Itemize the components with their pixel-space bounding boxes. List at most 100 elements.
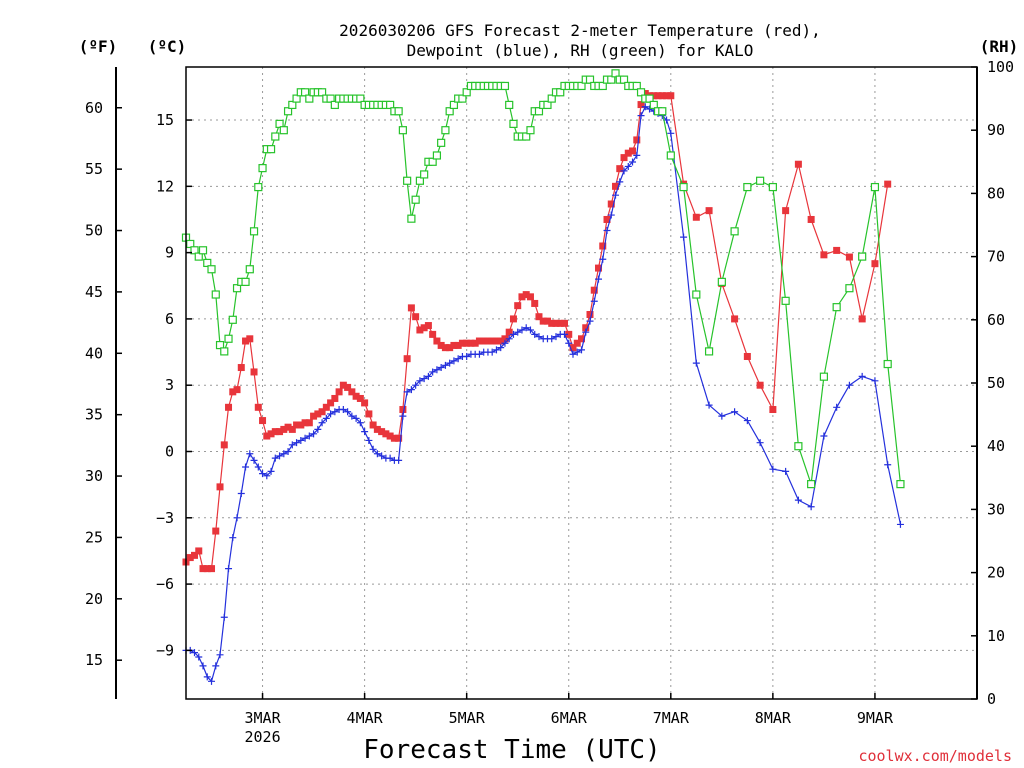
rh-point (526, 126, 535, 135)
temperature-point (348, 388, 356, 396)
dewpoint-point (463, 352, 471, 360)
rh-point (756, 176, 765, 185)
rh-point (241, 277, 250, 286)
celsius-unit-label: (ºC) (148, 37, 187, 56)
temperature-point (429, 330, 437, 338)
temperature-point (539, 317, 547, 325)
temperature-point (543, 317, 551, 325)
dewpoint-point (514, 328, 522, 336)
temperature-point (501, 335, 509, 343)
rh-tick-label: 100 (987, 58, 1014, 76)
dewpoint-point (845, 381, 853, 389)
temperature-point (276, 428, 284, 436)
temperature-point (845, 253, 853, 261)
dewpoint-point (424, 372, 432, 380)
dewpoint-point (305, 432, 313, 440)
rh-point (832, 303, 841, 312)
temperature-point (378, 428, 386, 436)
dewpoint-point (454, 355, 462, 363)
dewpoint-point (399, 412, 407, 420)
temperature-point (612, 182, 620, 190)
dewpoint-point (339, 406, 347, 414)
dewpoint-point (216, 651, 224, 659)
temperature-point (603, 215, 611, 223)
rh-point (619, 75, 629, 84)
dewpoint-point (705, 401, 713, 409)
dewpoint-point (565, 339, 573, 347)
rh-point (534, 107, 544, 116)
dewpoint-point (620, 167, 628, 175)
rh-tick-label: 50 (987, 374, 1005, 392)
rh-point (203, 258, 212, 268)
dewpoint-point (356, 419, 364, 427)
rh-point (522, 132, 531, 141)
dewpoint-point (560, 330, 568, 338)
dewpoint-point (552, 333, 560, 341)
temperature-line (185, 92, 889, 570)
rh-point (768, 182, 777, 192)
rh-tick-label: 40 (987, 437, 1005, 455)
rh-point (819, 372, 829, 381)
dewpoint-point (578, 346, 585, 354)
temperature-point (450, 341, 458, 349)
dewpoint-point (259, 470, 267, 478)
plot-frame (185, 66, 978, 700)
dewpoint-point (692, 359, 700, 367)
time-tick-label: 5MAR (449, 709, 486, 727)
temperature-point (191, 551, 199, 559)
temperature-point (297, 421, 305, 429)
dewpoint-point (548, 335, 556, 343)
temperature-point (463, 339, 471, 347)
rh-point (441, 126, 450, 135)
dewpoint-point (365, 436, 373, 444)
rh-point (577, 81, 586, 91)
rh-point (224, 334, 233, 343)
temperature-point (352, 392, 360, 400)
dewpoint-point (820, 432, 828, 440)
rh-point (607, 75, 616, 84)
temperature-point (237, 364, 245, 372)
dewpoint-point (263, 472, 271, 480)
rh-point (437, 138, 446, 147)
rh-tick-label: 0 (987, 690, 996, 708)
rh-point (271, 132, 280, 141)
temperature-point (369, 421, 377, 429)
temperature-point (884, 180, 892, 188)
temperature-point (654, 92, 662, 100)
rh-point (883, 359, 892, 369)
rh-point (704, 347, 714, 356)
celsius-tick-label: 9 (165, 244, 174, 262)
dewpoint-point (794, 496, 802, 504)
dewpoint-point (429, 368, 437, 376)
dewpoint-point (603, 227, 611, 235)
dewpoint-point (569, 350, 577, 358)
temperature-point (552, 319, 560, 327)
dewpoint-point (637, 112, 645, 120)
temperature-point (259, 417, 267, 425)
dewpoint-point (225, 565, 233, 573)
fahrenheit-tick-label: 50 (85, 222, 103, 240)
dewpoint-point (488, 348, 496, 356)
chart-title-line-1: 2026030206 GFS Forecast 2-meter Temperat… (339, 21, 821, 40)
temperature-point (560, 319, 568, 327)
dewpoint-point (195, 653, 203, 661)
dewpoint-point (331, 408, 339, 416)
temperature-point (284, 423, 292, 431)
temperature-point (756, 381, 764, 389)
temperature-point (407, 304, 415, 312)
rh-point (249, 227, 259, 236)
temperature-point (186, 554, 194, 562)
rh-point (636, 88, 646, 97)
dewpoint-point (599, 255, 607, 263)
rh-point (232, 284, 242, 293)
temperature-point (578, 335, 585, 343)
temperature-point (794, 160, 802, 168)
temperature-point (327, 399, 335, 407)
rh-point (186, 239, 195, 249)
dewpoint-point (284, 448, 292, 456)
temperature-point (522, 291, 530, 299)
temperature-point (216, 483, 224, 491)
temperature-point (293, 421, 301, 429)
rh-point (692, 290, 701, 299)
